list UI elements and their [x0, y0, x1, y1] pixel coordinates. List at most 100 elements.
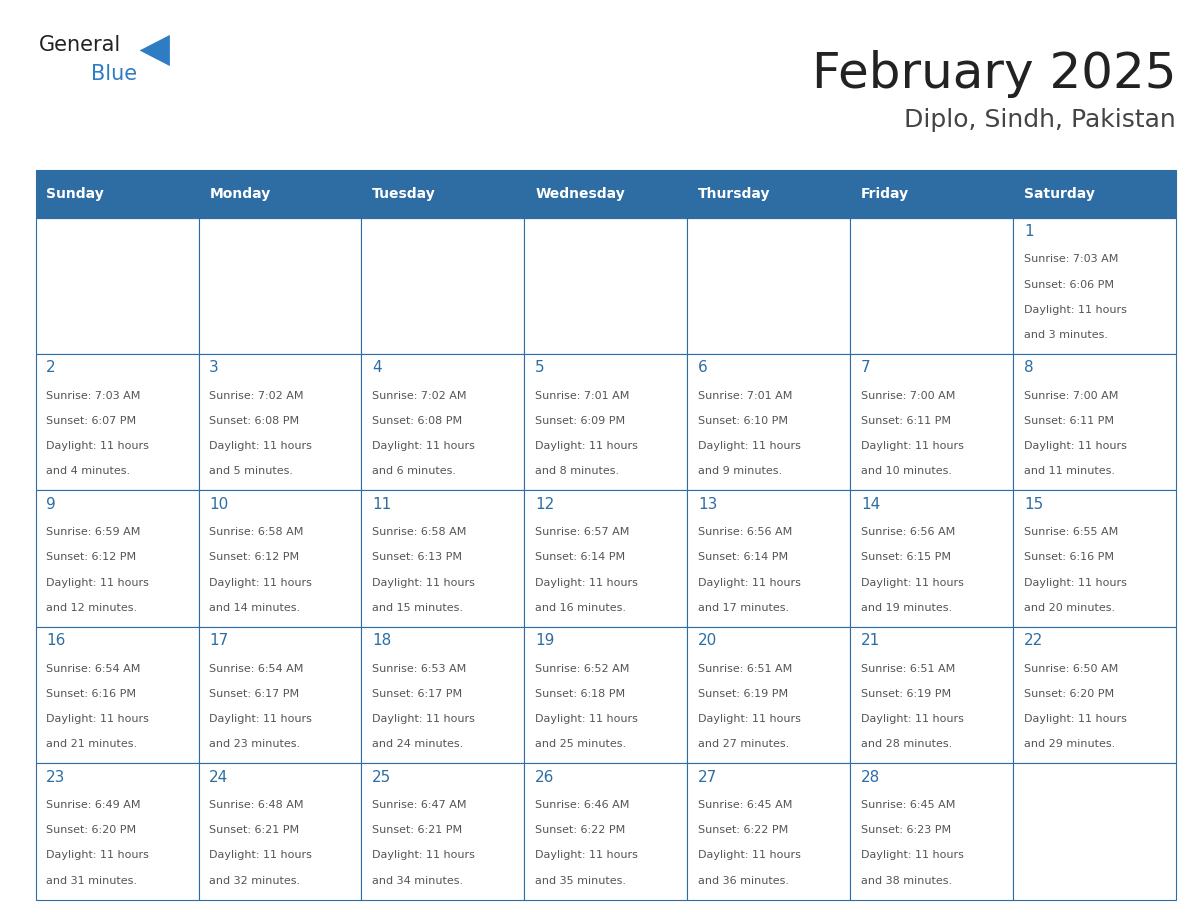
- Text: Sunrise: 7:00 AM: Sunrise: 7:00 AM: [861, 391, 955, 400]
- Text: Sunset: 6:16 PM: Sunset: 6:16 PM: [1024, 553, 1114, 563]
- Bar: [851, 218, 1013, 354]
- Text: 11: 11: [372, 497, 391, 512]
- Bar: [36, 627, 198, 763]
- Bar: [361, 170, 524, 218]
- Text: and 8 minutes.: and 8 minutes.: [535, 466, 619, 476]
- Text: Sunrise: 6:52 AM: Sunrise: 6:52 AM: [535, 664, 630, 674]
- Text: Daylight: 11 hours: Daylight: 11 hours: [699, 442, 801, 451]
- Text: and 19 minutes.: and 19 minutes.: [861, 603, 952, 613]
- Text: and 28 minutes.: and 28 minutes.: [861, 739, 953, 749]
- Text: 21: 21: [861, 633, 880, 648]
- Bar: [1013, 490, 1176, 627]
- Text: Sunset: 6:21 PM: Sunset: 6:21 PM: [209, 825, 299, 835]
- Text: and 12 minutes.: and 12 minutes.: [46, 603, 138, 613]
- Text: Daylight: 11 hours: Daylight: 11 hours: [372, 442, 475, 451]
- Text: Daylight: 11 hours: Daylight: 11 hours: [1024, 305, 1126, 315]
- Text: Daylight: 11 hours: Daylight: 11 hours: [535, 442, 638, 451]
- Text: and 35 minutes.: and 35 minutes.: [535, 876, 626, 886]
- Text: Sunset: 6:23 PM: Sunset: 6:23 PM: [861, 825, 952, 835]
- Text: February 2025: February 2025: [811, 50, 1176, 98]
- Bar: [198, 170, 361, 218]
- Bar: [361, 763, 524, 900]
- Bar: [688, 763, 851, 900]
- Text: 12: 12: [535, 497, 555, 512]
- Text: and 38 minutes.: and 38 minutes.: [861, 876, 952, 886]
- Text: Blue: Blue: [91, 64, 138, 84]
- Bar: [1013, 627, 1176, 763]
- Text: Daylight: 11 hours: Daylight: 11 hours: [372, 850, 475, 860]
- Text: and 24 minutes.: and 24 minutes.: [372, 739, 463, 749]
- Text: and 4 minutes.: and 4 minutes.: [46, 466, 131, 476]
- Text: Monday: Monday: [209, 186, 271, 201]
- Text: Daylight: 11 hours: Daylight: 11 hours: [1024, 714, 1126, 724]
- Text: and 34 minutes.: and 34 minutes.: [372, 876, 463, 886]
- Text: 15: 15: [1024, 497, 1043, 512]
- Bar: [688, 170, 851, 218]
- Text: and 23 minutes.: and 23 minutes.: [209, 739, 301, 749]
- Text: Sunrise: 7:02 AM: Sunrise: 7:02 AM: [372, 391, 467, 400]
- Text: Daylight: 11 hours: Daylight: 11 hours: [1024, 577, 1126, 588]
- Text: Sunset: 6:21 PM: Sunset: 6:21 PM: [372, 825, 462, 835]
- Bar: [524, 490, 688, 627]
- Text: 24: 24: [209, 769, 228, 785]
- Bar: [851, 627, 1013, 763]
- Bar: [361, 218, 524, 354]
- Text: Sunset: 6:14 PM: Sunset: 6:14 PM: [535, 553, 625, 563]
- Text: Sunrise: 6:47 AM: Sunrise: 6:47 AM: [372, 800, 467, 810]
- Text: Sunrise: 6:56 AM: Sunrise: 6:56 AM: [861, 527, 955, 537]
- Text: 9: 9: [46, 497, 56, 512]
- Text: Sunrise: 6:58 AM: Sunrise: 6:58 AM: [209, 527, 304, 537]
- Text: Sunrise: 6:53 AM: Sunrise: 6:53 AM: [372, 664, 467, 674]
- Text: Daylight: 11 hours: Daylight: 11 hours: [372, 577, 475, 588]
- Bar: [1013, 354, 1176, 490]
- Text: Sunrise: 6:54 AM: Sunrise: 6:54 AM: [46, 664, 140, 674]
- Text: Daylight: 11 hours: Daylight: 11 hours: [209, 714, 312, 724]
- Text: 7: 7: [861, 361, 871, 375]
- Bar: [851, 170, 1013, 218]
- Text: 19: 19: [535, 633, 555, 648]
- Text: Thursday: Thursday: [699, 186, 771, 201]
- Text: and 16 minutes.: and 16 minutes.: [535, 603, 626, 613]
- Text: 4: 4: [372, 361, 381, 375]
- Text: Sunrise: 7:01 AM: Sunrise: 7:01 AM: [699, 391, 792, 400]
- Text: Daylight: 11 hours: Daylight: 11 hours: [861, 714, 963, 724]
- Text: Daylight: 11 hours: Daylight: 11 hours: [535, 850, 638, 860]
- Text: Sunset: 6:20 PM: Sunset: 6:20 PM: [46, 825, 137, 835]
- Text: 20: 20: [699, 633, 718, 648]
- Text: Daylight: 11 hours: Daylight: 11 hours: [209, 850, 312, 860]
- Bar: [1013, 218, 1176, 354]
- Text: Sunrise: 6:49 AM: Sunrise: 6:49 AM: [46, 800, 141, 810]
- Text: Sunset: 6:09 PM: Sunset: 6:09 PM: [535, 416, 625, 426]
- Bar: [361, 627, 524, 763]
- Text: Sunrise: 6:45 AM: Sunrise: 6:45 AM: [861, 800, 955, 810]
- Text: and 25 minutes.: and 25 minutes.: [535, 739, 626, 749]
- Text: Daylight: 11 hours: Daylight: 11 hours: [535, 714, 638, 724]
- Text: 5: 5: [535, 361, 545, 375]
- Text: Daylight: 11 hours: Daylight: 11 hours: [46, 714, 150, 724]
- Text: Sunrise: 6:57 AM: Sunrise: 6:57 AM: [535, 527, 630, 537]
- Text: Sunset: 6:07 PM: Sunset: 6:07 PM: [46, 416, 137, 426]
- Text: Sunset: 6:10 PM: Sunset: 6:10 PM: [699, 416, 788, 426]
- Bar: [1013, 763, 1176, 900]
- Text: 14: 14: [861, 497, 880, 512]
- Text: Sunset: 6:22 PM: Sunset: 6:22 PM: [699, 825, 789, 835]
- Text: and 27 minutes.: and 27 minutes.: [699, 739, 789, 749]
- Text: 23: 23: [46, 769, 65, 785]
- Text: Daylight: 11 hours: Daylight: 11 hours: [699, 577, 801, 588]
- Bar: [36, 218, 198, 354]
- Text: Daylight: 11 hours: Daylight: 11 hours: [209, 577, 312, 588]
- Text: and 17 minutes.: and 17 minutes.: [699, 603, 789, 613]
- Text: and 15 minutes.: and 15 minutes.: [372, 603, 463, 613]
- Bar: [361, 490, 524, 627]
- Text: Sunrise: 7:00 AM: Sunrise: 7:00 AM: [1024, 391, 1118, 400]
- Text: and 21 minutes.: and 21 minutes.: [46, 739, 138, 749]
- Text: and 32 minutes.: and 32 minutes.: [209, 876, 301, 886]
- Bar: [851, 763, 1013, 900]
- Text: and 10 minutes.: and 10 minutes.: [861, 466, 952, 476]
- Text: Sunrise: 6:55 AM: Sunrise: 6:55 AM: [1024, 527, 1118, 537]
- Text: 18: 18: [372, 633, 391, 648]
- Bar: [524, 354, 688, 490]
- Text: 8: 8: [1024, 361, 1034, 375]
- Bar: [198, 354, 361, 490]
- Text: Sunrise: 6:51 AM: Sunrise: 6:51 AM: [861, 664, 955, 674]
